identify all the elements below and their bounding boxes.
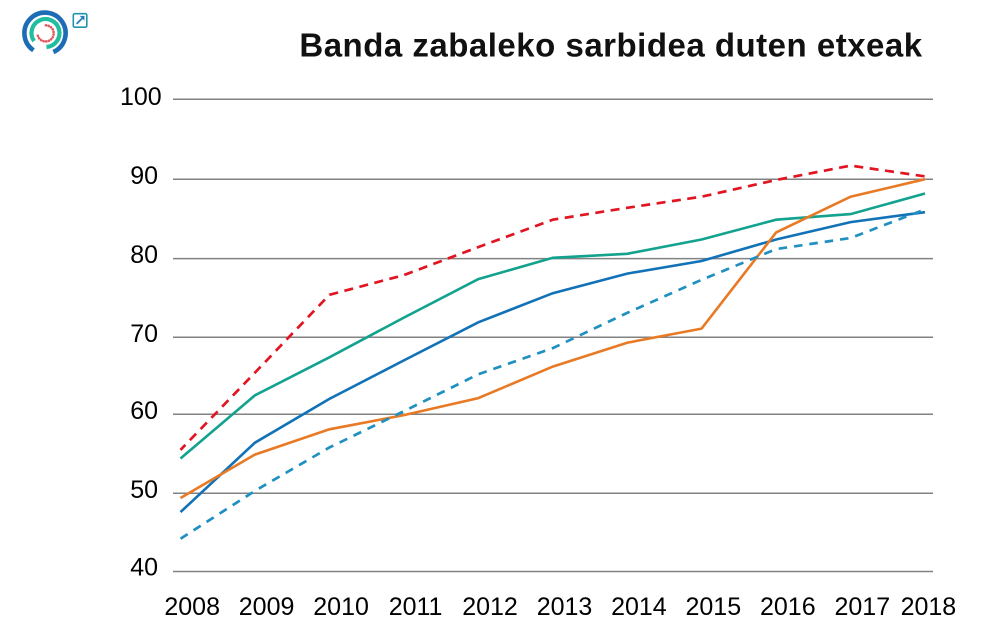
svg-text:2010: 2010 xyxy=(313,593,369,621)
svg-text:60: 60 xyxy=(130,397,158,425)
svg-text:2009: 2009 xyxy=(239,593,295,621)
svg-text:Banda zabaleko sarbidea duten: Banda zabaleko sarbidea duten etxeak xyxy=(299,27,922,64)
svg-text:80: 80 xyxy=(130,241,158,269)
svg-text:2011: 2011 xyxy=(389,593,443,621)
svg-text:2018: 2018 xyxy=(901,593,957,621)
svg-text:2015: 2015 xyxy=(685,593,741,621)
svg-text:2013: 2013 xyxy=(537,593,593,621)
svg-text:40: 40 xyxy=(130,554,158,582)
svg-text:2017: 2017 xyxy=(834,593,890,621)
svg-text:2012: 2012 xyxy=(462,593,518,621)
svg-text:100: 100 xyxy=(120,83,162,111)
svg-text:70: 70 xyxy=(130,320,158,348)
svg-text:2008: 2008 xyxy=(164,593,220,621)
svg-text:50: 50 xyxy=(130,476,158,504)
svg-text:2014: 2014 xyxy=(611,593,667,621)
svg-text:2016: 2016 xyxy=(760,593,816,621)
svg-text:90: 90 xyxy=(130,162,158,190)
